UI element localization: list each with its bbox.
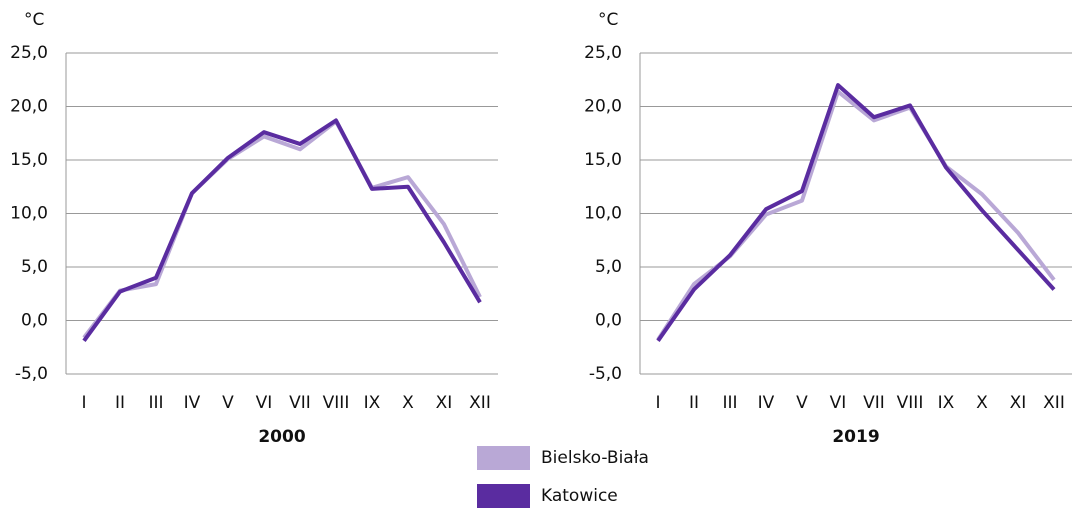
x-tick-label: VIII: [897, 393, 924, 413]
y-tick-label: 5,0: [21, 257, 48, 277]
legend-label: Bielsko-Biała: [541, 448, 649, 468]
line: [82, 118, 482, 343]
y-tick-label: 20,0: [10, 97, 48, 117]
x-tick-label: VII: [863, 393, 885, 413]
legend-swatch: [477, 484, 530, 508]
x-tick-label: VI: [256, 393, 273, 413]
x-tick-label: XI: [1010, 393, 1027, 413]
x-tick-label: XI: [436, 393, 453, 413]
x-tick-label: X: [976, 393, 988, 413]
legend-label: Katowice: [541, 486, 618, 506]
x-tick-label: IV: [758, 393, 775, 413]
line: [656, 83, 1056, 342]
y-tick-label: 20,0: [584, 97, 622, 117]
y-tick-label: 0,0: [595, 311, 622, 331]
y-axis-label: °C: [598, 10, 618, 30]
y-axis-label: °C: [24, 10, 44, 30]
line: [82, 119, 482, 339]
y-tick-label: 10,0: [584, 204, 622, 224]
y-tick-label: 10,0: [10, 204, 48, 224]
x-tick-label: III: [722, 393, 737, 413]
y-tick-label: 0,0: [21, 311, 48, 331]
x-tick-label: I: [655, 393, 660, 413]
x-tick-label: II: [115, 393, 125, 413]
x-tick-label: VIII: [323, 393, 350, 413]
x-tick-label: VI: [830, 393, 847, 413]
y-tick-label: -5,0: [589, 364, 622, 384]
chart-title: 2000: [258, 427, 305, 447]
y-tick-label: 5,0: [595, 257, 622, 277]
x-tick-label: XII: [469, 393, 491, 413]
y-tick-label: -5,0: [15, 364, 48, 384]
legend-swatch: [477, 446, 530, 470]
y-tick-label: 25,0: [584, 43, 622, 63]
x-tick-label: IX: [364, 393, 381, 413]
x-tick-label: VII: [289, 393, 311, 413]
x-tick-label: IX: [938, 393, 955, 413]
x-tick-label: V: [796, 393, 808, 413]
x-tick-label: IV: [184, 393, 201, 413]
y-tick-label: 15,0: [584, 150, 622, 170]
y-tick-label: 15,0: [10, 150, 48, 170]
x-tick-label: X: [402, 393, 414, 413]
x-tick-label: I: [81, 393, 86, 413]
chart-title: 2019: [832, 427, 879, 447]
x-tick-label: V: [222, 393, 234, 413]
x-tick-label: II: [689, 393, 699, 413]
y-tick-label: 25,0: [10, 43, 48, 63]
x-tick-label: XII: [1043, 393, 1065, 413]
line: [656, 89, 1056, 341]
x-tick-label: III: [148, 393, 163, 413]
